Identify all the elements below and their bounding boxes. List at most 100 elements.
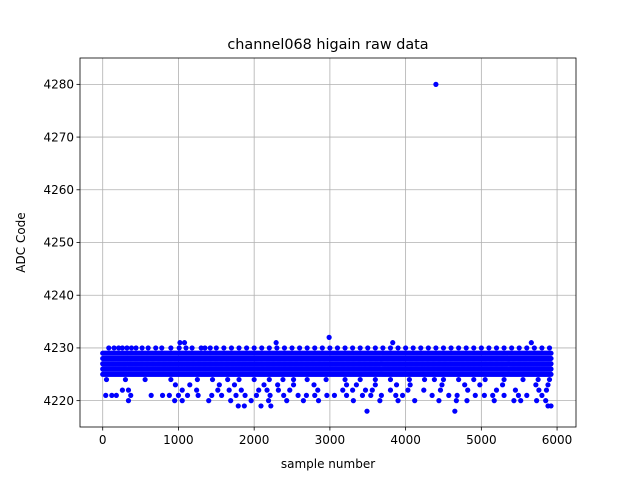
data-point [499, 382, 506, 388]
data-point [216, 382, 222, 388]
data-point [539, 392, 545, 398]
data-point [304, 345, 310, 351]
data-point [209, 376, 216, 383]
data-point [315, 398, 322, 404]
data-point [412, 398, 418, 404]
data-point [531, 345, 537, 351]
data-point [266, 376, 272, 383]
data-point [228, 345, 235, 351]
data-point [295, 392, 301, 398]
data-point [289, 345, 295, 351]
data-point [103, 392, 109, 398]
data-point [393, 382, 400, 388]
data-point [350, 387, 356, 393]
data-point [202, 345, 208, 351]
data-point [410, 345, 416, 351]
data-point [436, 398, 442, 404]
data-point [287, 387, 293, 393]
data-point [327, 345, 333, 351]
data-point [109, 392, 115, 398]
data-point [125, 387, 132, 393]
data-point [524, 345, 530, 351]
data-point [486, 345, 492, 351]
data-point [264, 387, 270, 393]
data-point [189, 345, 195, 351]
data-point [259, 345, 265, 351]
data-point [253, 392, 260, 398]
data-point [548, 371, 554, 377]
data-point [421, 376, 428, 383]
chart-title: channel068 higain raw data [227, 37, 428, 53]
data-point [111, 345, 117, 351]
data-point [533, 382, 539, 388]
data-point [226, 387, 232, 393]
data-point [209, 392, 215, 398]
data-point [493, 345, 500, 351]
data-point [440, 345, 447, 351]
data-point [251, 376, 257, 383]
data-point [159, 392, 166, 398]
data-point [511, 398, 517, 404]
data-point [512, 387, 519, 393]
data-point [357, 376, 363, 383]
data-point [548, 366, 554, 372]
data-point [326, 334, 332, 340]
data-point [387, 387, 394, 393]
data-point [453, 398, 459, 404]
data-point [266, 345, 272, 351]
data-point [359, 392, 366, 398]
data-point [421, 387, 427, 393]
data-point [350, 345, 356, 351]
data-point [418, 345, 424, 351]
x-tick-label: 4000 [390, 433, 421, 447]
data-point [303, 392, 310, 398]
data-point [242, 392, 248, 398]
y-tick-label: 4220 [43, 394, 74, 408]
data-point [256, 387, 262, 393]
x-axis-ticks: 0 1000 2000 3000 4000 5000 6000 [99, 427, 572, 447]
data-point [343, 392, 350, 398]
data-point [145, 345, 151, 351]
data-point [122, 376, 129, 383]
x-tick-label: 6000 [542, 433, 573, 447]
data-point [482, 376, 488, 383]
data-point [183, 345, 189, 351]
data-point [159, 345, 165, 351]
data-point [548, 350, 554, 356]
data-point [275, 387, 281, 393]
data-point [501, 345, 507, 351]
x-tick-label: 0 [99, 433, 107, 447]
data-point [221, 345, 227, 351]
data-point [198, 345, 204, 351]
data-point [179, 398, 185, 404]
data-point [323, 376, 329, 383]
data-point [265, 398, 272, 404]
data-point [393, 392, 399, 398]
x-axis-label: sample number [281, 457, 375, 471]
data-point [331, 392, 338, 398]
data-point [103, 376, 110, 383]
data-point [364, 408, 370, 414]
data-point [172, 398, 178, 404]
data-point [235, 403, 241, 409]
data-point [248, 398, 254, 404]
data-point [119, 387, 126, 393]
data-point [175, 392, 182, 398]
data-point [378, 392, 384, 398]
data-point [362, 387, 369, 393]
data-point [128, 345, 135, 351]
data-point [478, 345, 484, 351]
data-point [342, 376, 348, 383]
data-point [300, 398, 306, 404]
data-point [215, 387, 221, 393]
data-point [395, 398, 401, 404]
data-point [124, 345, 130, 351]
data-point [380, 345, 386, 351]
data-point [372, 382, 378, 388]
data-point [406, 376, 413, 383]
data-point [405, 387, 411, 393]
data-point [433, 81, 439, 87]
y-axis-label: ADC Code [14, 212, 28, 272]
data-point [119, 345, 126, 351]
data-point [403, 345, 409, 351]
